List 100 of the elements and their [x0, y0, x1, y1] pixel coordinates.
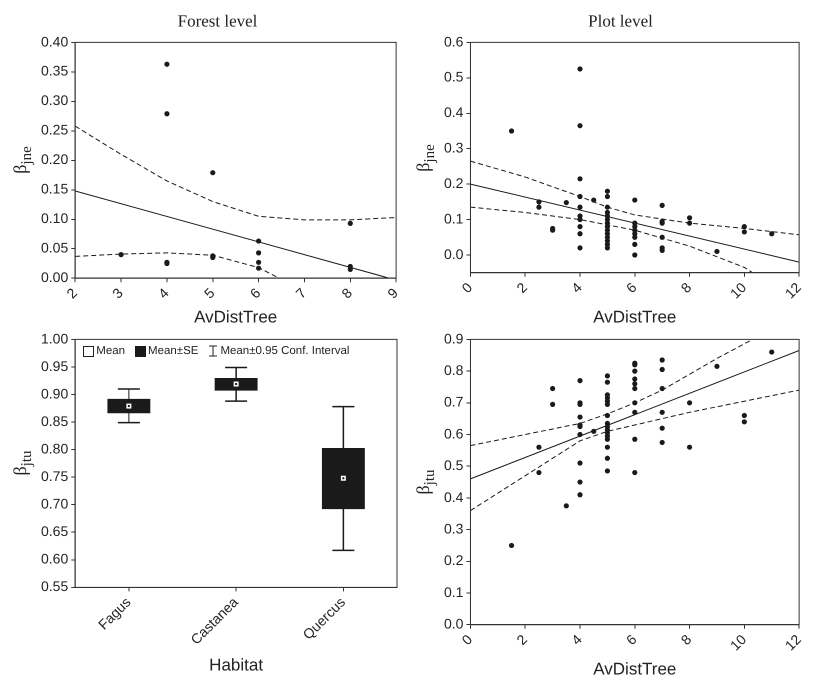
point: [508, 542, 514, 548]
y-tick-label: 0.2: [444, 552, 464, 568]
point: [632, 410, 638, 415]
point: [210, 170, 216, 176]
point: [577, 66, 583, 72]
point: [632, 197, 638, 203]
y-tick-label: 0.90: [41, 385, 68, 402]
y-tick-label: 0.7: [444, 394, 464, 410]
x-axis-title: AvDistTree: [593, 307, 676, 326]
y-tick-label: 0.30: [41, 92, 68, 108]
x-tick-label: 6: [246, 284, 264, 302]
point: [164, 62, 170, 67]
point: [632, 242, 638, 247]
point: [604, 412, 610, 418]
y-tick-label: 0.6: [444, 425, 464, 442]
x-tick-label: 4: [568, 631, 586, 648]
y-tick-label: 0.70: [41, 496, 68, 512]
point: [769, 349, 774, 355]
x-tick-label: 7: [292, 284, 310, 302]
x-tick-label: 3: [109, 284, 126, 302]
point: [769, 231, 774, 236]
annotation: Mean: [96, 345, 126, 358]
point: [686, 444, 692, 450]
point: [577, 204, 583, 210]
point: [660, 426, 665, 431]
point: [742, 229, 747, 235]
point: [564, 503, 569, 508]
point: [577, 123, 583, 128]
point: [632, 386, 638, 392]
point: [577, 378, 583, 384]
point: [591, 197, 596, 203]
point: [742, 419, 747, 424]
y-tick-label: 0.20: [41, 151, 68, 168]
x-tick-label: 9: [384, 284, 402, 302]
y-tick-label: 1.00: [41, 330, 68, 346]
x-tick-label: 8: [338, 284, 356, 302]
point: [686, 215, 692, 220]
point: [591, 428, 596, 434]
point: [632, 381, 638, 386]
y-tick-label: 0.2: [444, 174, 464, 191]
point: [577, 479, 583, 485]
point: [604, 456, 610, 461]
x-tick-label: 5: [200, 284, 218, 302]
point: [577, 460, 583, 466]
point: [660, 386, 665, 392]
y-tick-label: 0.6: [444, 33, 464, 50]
x-tick-label: 2: [513, 631, 530, 648]
point: [660, 366, 665, 372]
y-tick-label: 0.05: [41, 240, 68, 256]
point: [604, 188, 610, 194]
point: [604, 380, 610, 385]
x-axis-title: Habitat: [209, 655, 264, 674]
y-tick-label: 0.00: [41, 269, 68, 286]
point: [536, 444, 542, 450]
x-tick-label: 6: [622, 631, 640, 648]
x-tick-label: 2: [513, 279, 530, 296]
point: [686, 220, 692, 226]
x-tick-label: 8: [678, 631, 695, 648]
y-tick-label: 0.55: [41, 578, 68, 594]
y-tick-label: 0.3: [444, 520, 464, 536]
point: [632, 252, 638, 258]
point: [660, 357, 665, 363]
point: [536, 204, 542, 210]
point: [632, 470, 638, 476]
x-axis-title: AvDistTree: [194, 307, 278, 326]
point: [714, 364, 720, 369]
point: [550, 386, 556, 392]
point: [742, 224, 747, 230]
point: [577, 432, 583, 438]
point: [604, 194, 610, 200]
point: [660, 410, 665, 415]
point: [550, 402, 556, 407]
line-series: [470, 206, 754, 273]
point: [660, 234, 665, 240]
line-series: [470, 390, 800, 512]
point: [632, 368, 638, 374]
y-tick-label: 0.40: [41, 33, 68, 50]
point: [577, 194, 583, 200]
point: [508, 128, 514, 134]
point: [577, 245, 583, 251]
point: [604, 373, 610, 378]
point: [577, 231, 583, 236]
x-tick-label: 0: [458, 279, 476, 296]
x-tick-label: 10: [726, 279, 750, 302]
x-tick-label: 8: [678, 279, 695, 296]
point: [118, 252, 124, 258]
point: [714, 248, 720, 254]
point: [577, 492, 583, 498]
y-tick-label: 0.5: [444, 457, 464, 474]
y-tick-label: 0.5: [444, 68, 464, 85]
y-tick-label: 0.80: [41, 440, 68, 456]
annotation: Mean±SE: [148, 345, 198, 358]
point: [632, 400, 638, 406]
x-tick-label: 4: [568, 279, 586, 296]
point: [632, 376, 638, 382]
y-tick-label: 0.35: [41, 62, 68, 79]
point: [632, 436, 638, 442]
point: [536, 199, 542, 204]
point: [348, 220, 353, 226]
point: [256, 266, 262, 271]
